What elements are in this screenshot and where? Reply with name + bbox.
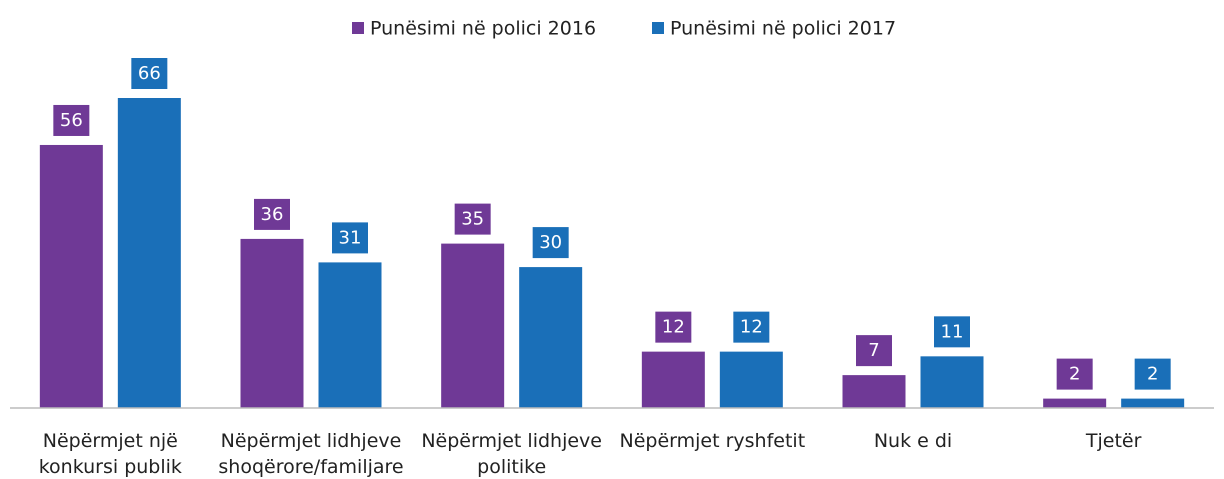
bar: [641, 351, 705, 408]
value-label-box: [53, 104, 90, 136]
legend-swatch: [352, 22, 364, 34]
bar: [1121, 398, 1185, 408]
value-label-box: [934, 316, 970, 348]
value-label: 7: [868, 340, 879, 361]
bar: [1043, 398, 1107, 408]
value-label: 11: [941, 321, 964, 342]
value-label: 30: [539, 232, 562, 253]
legend-label: Punësimi në polici 2017: [670, 18, 896, 40]
value-label: 35: [461, 209, 484, 230]
x-tick-label: Nëpërmjet lidhjeve politike: [421, 430, 602, 478]
legend-swatch: [652, 22, 664, 34]
x-tick-label-line: shoqërore/familjare: [218, 456, 403, 478]
value-label: 2: [1069, 364, 1080, 385]
value-label-box: [254, 198, 290, 230]
bar: [719, 351, 783, 408]
value-label: 36: [261, 204, 284, 225]
bar: [842, 375, 906, 408]
x-tick-label-line: Nëpërmjet lidhjeve: [421, 430, 602, 452]
value-label-box: [1056, 358, 1093, 390]
x-tick-label-line: konkursi publik: [39, 456, 182, 478]
x-tick-label-line: Nëpërmjet lidhjeve: [221, 430, 402, 452]
x-tick-label: Nëpërmjet ryshfetit: [620, 430, 806, 452]
legend-label: Punësimi në polici 2016: [370, 18, 596, 40]
value-label-box: [655, 311, 692, 343]
value-label-box: [856, 335, 892, 367]
value-label: 12: [740, 317, 763, 338]
bar: [318, 262, 382, 408]
value-label: 12: [662, 317, 685, 338]
value-label: 2: [1147, 364, 1158, 385]
x-tick-label: Nëpërmjet një konkursi publik: [39, 430, 182, 478]
x-tick-label-line: Nuk e di: [874, 430, 952, 452]
value-label: 31: [339, 227, 362, 248]
x-tick-label-line: Nëpërmjet një: [43, 430, 178, 452]
value-label-box: [733, 311, 770, 343]
value-label: 56: [60, 110, 83, 131]
x-tick-label: Nuk e di: [874, 430, 952, 452]
value-label-box: [332, 222, 368, 254]
value-label-box: [1134, 358, 1171, 390]
bar: [519, 267, 583, 408]
value-label-box: [131, 58, 168, 89]
x-tick-label-line: Nëpërmjet ryshfetit: [620, 430, 806, 452]
x-tick-label-line: Tjetër: [1085, 430, 1142, 452]
value-label: 66: [138, 63, 161, 84]
bar: [240, 238, 304, 408]
value-label-box: [532, 227, 569, 259]
bar: [39, 144, 103, 408]
bar: [441, 243, 505, 408]
bar: [117, 98, 181, 408]
x-tick-label: Tjetër: [1085, 430, 1142, 452]
bar: [920, 356, 984, 408]
value-label-box: [454, 203, 491, 235]
x-tick-label: Nëpërmjet lidhjeve shoqërore/familjare: [218, 430, 403, 478]
x-tick-label-line: politike: [477, 456, 546, 478]
